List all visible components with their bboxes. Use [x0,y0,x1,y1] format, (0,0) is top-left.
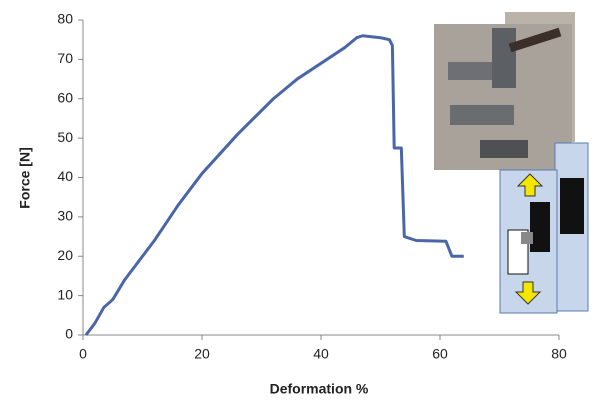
grip-base [480,140,528,158]
x-tick-label: 80 [551,346,567,362]
y-tick-label: 10 [57,286,73,302]
y-tick-label: 50 [57,129,73,145]
grip-top-block [492,28,516,88]
y-axis-label: Force [N] [17,147,33,208]
y-tick-label: 70 [57,50,73,66]
page: Deformation % Force [N] 0 10 20 30 40 50 60 70 8… [0,0,614,401]
data-line [86,36,464,335]
y-tick-label: 30 [57,208,73,224]
y-tick-label: 20 [57,247,73,263]
y-tick-label: 80 [57,11,73,27]
diagram-specimen [521,232,533,244]
y-tick-label: 0 [65,326,73,342]
diagram-block-top [530,202,550,252]
grip-bottom [450,105,514,125]
x-tick-label: 0 [79,346,87,362]
y-tick-label: 40 [57,168,73,184]
y-tick-label: 60 [57,89,73,105]
x-axis-label: Deformation % [270,381,369,397]
diagram-back-block [560,178,584,234]
x-tick-label: 20 [194,346,210,362]
x-tick-label: 40 [313,346,329,362]
x-tick-label: 60 [432,346,448,362]
chart: Deformation % Force [N] 0 10 20 30 40 50 60 70 8… [0,0,614,401]
inset-photo [434,12,588,313]
